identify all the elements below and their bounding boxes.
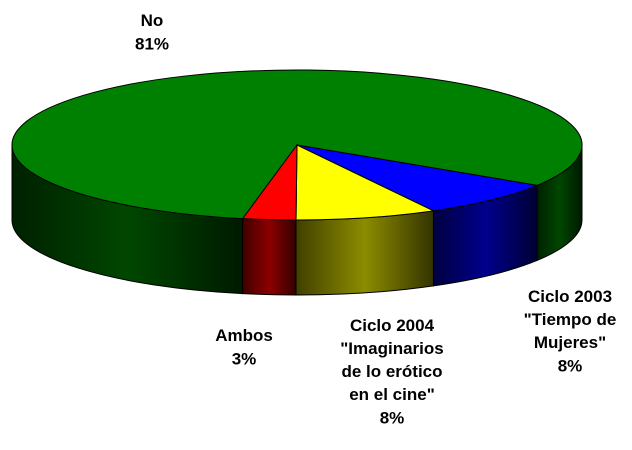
slice bbox=[241, 143, 298, 221]
slice bbox=[295, 144, 436, 221]
slice-side bbox=[295, 210, 434, 296]
slice-side-shade bbox=[242, 218, 297, 296]
slice-label: Ciclo 2004 "Imaginarios de lo erótico en el… bbox=[340, 316, 443, 404]
slice-value-label: 8% bbox=[558, 356, 583, 375]
slice-side-shade bbox=[295, 210, 434, 296]
slice-value-label: 3% bbox=[232, 349, 257, 368]
slice-value-label: 8% bbox=[380, 408, 405, 427]
slice bbox=[296, 144, 539, 212]
slice-side bbox=[242, 218, 297, 296]
slice-label: No bbox=[141, 11, 164, 30]
slice-value-label: 81% bbox=[135, 34, 169, 53]
slice-label: Ambos bbox=[215, 326, 273, 345]
slice-label: Ciclo 2003 "Tiempo de Mujeres" bbox=[524, 287, 617, 352]
